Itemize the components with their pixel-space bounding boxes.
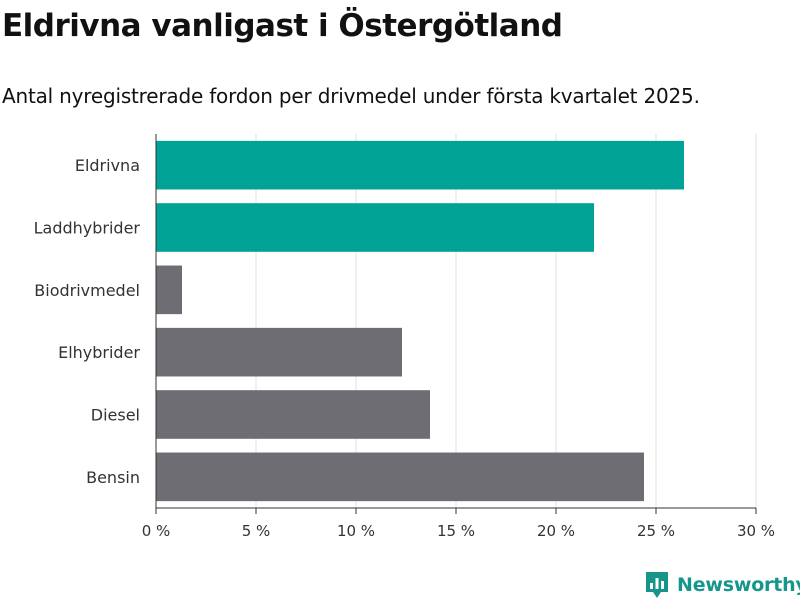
brand-name: Newsworthy <box>677 574 800 596</box>
category-label: Biodrivmedel <box>34 281 140 300</box>
bar-eldrivna <box>156 140 684 190</box>
x-tick-label: 30 % <box>737 522 775 540</box>
category-label: Laddhybrider <box>34 219 141 238</box>
bar-bensin <box>156 452 644 502</box>
bar-chart: 0 % 5 % 10 % 15 % 20 % 25 % 30 % Eldrivna Laddhy… <box>34 134 775 540</box>
category-label: Elhybrider <box>58 343 140 362</box>
chart-title: Eldrivna vanligast i Östergötland <box>2 8 563 44</box>
bar-diesel <box>156 390 430 439</box>
x-tick-label: 20 % <box>537 522 575 540</box>
x-tick-label: 5 % <box>242 522 271 540</box>
x-tick-label: 25 % <box>637 522 675 540</box>
x-tick-label: 10 % <box>337 522 375 540</box>
category-label: Eldrivna <box>75 156 140 175</box>
x-tick-label: 0 % <box>142 522 171 540</box>
chart-subtitle: Antal nyregistrerade fordon per drivmede… <box>2 84 700 108</box>
bar-laddhybrider <box>156 203 594 252</box>
category-label: Bensin <box>86 468 140 487</box>
category-label: Diesel <box>91 406 140 425</box>
newsworthy-logo: Newsworthy <box>645 571 800 599</box>
x-tick-label: 15 % <box>437 522 475 540</box>
bar-chart-logo-icon <box>646 572 668 598</box>
bar-biodrivmedel <box>156 265 182 315</box>
bar-elhybrider <box>156 327 402 377</box>
